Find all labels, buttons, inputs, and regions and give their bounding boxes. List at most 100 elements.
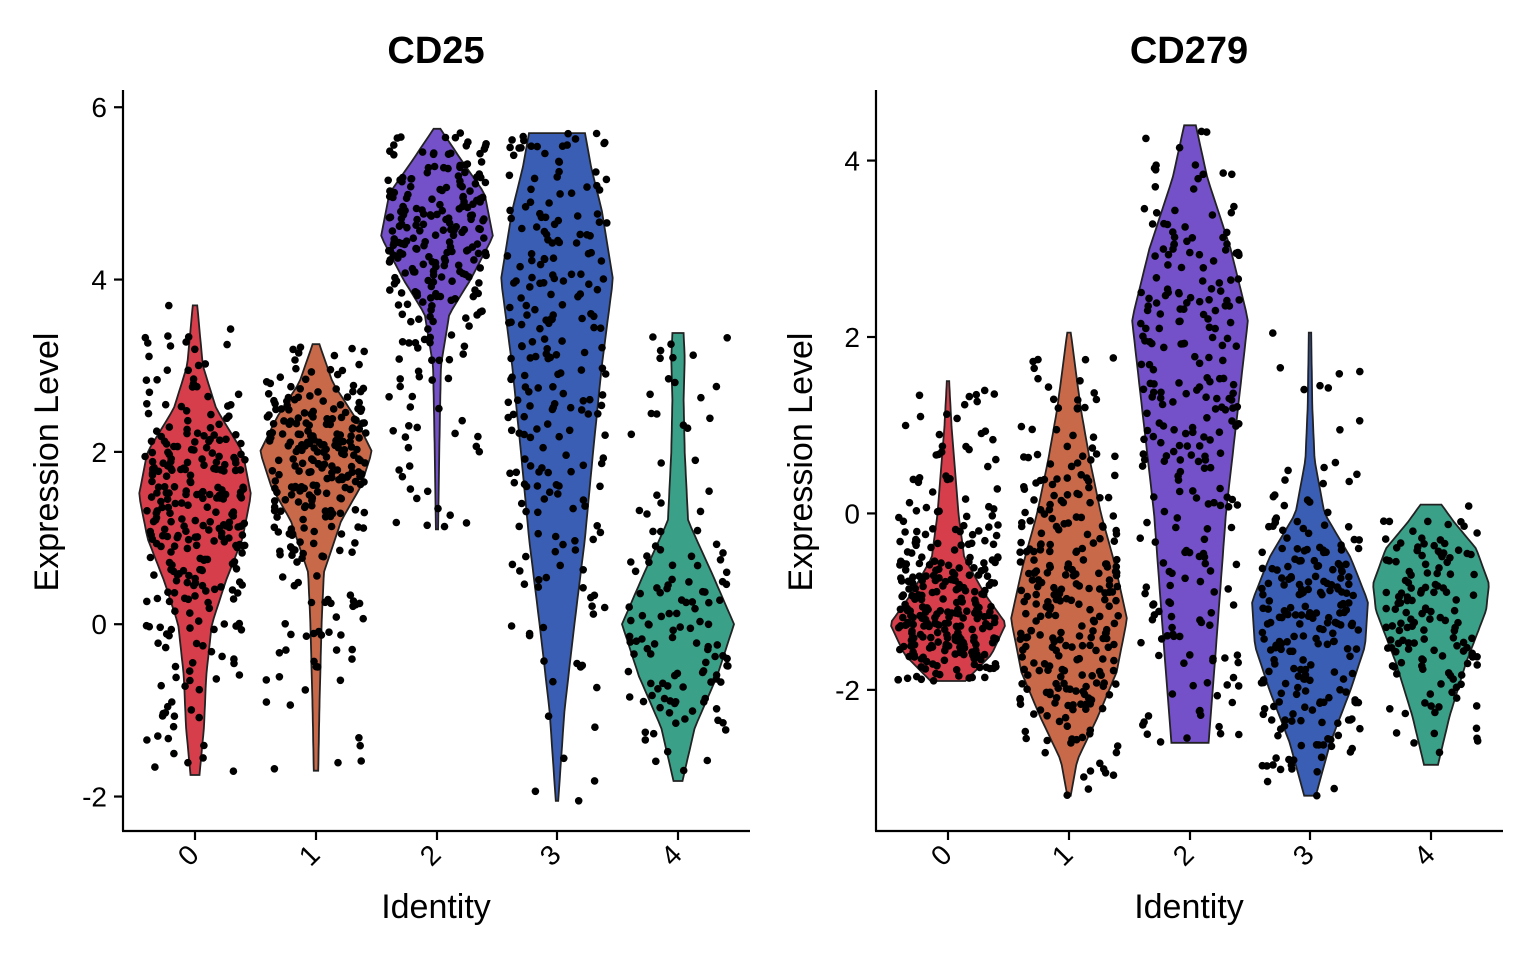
data-point [206,518,214,526]
data-point [1016,548,1024,556]
data-point [1219,169,1227,177]
data-point [178,515,186,523]
data-point [1337,541,1345,549]
data-point [1078,452,1087,461]
data-point [1079,556,1088,564]
data-point [157,497,165,506]
data-point [1026,517,1034,525]
x-axis-title: Identity [1134,888,1244,926]
data-point [347,443,356,451]
data-point [355,734,363,742]
data-point [987,578,996,587]
data-point [1108,588,1117,596]
data-point [970,633,978,642]
data-point [1346,748,1355,756]
data-point [1210,588,1218,596]
data-point [1199,264,1208,272]
data-point [1148,220,1157,228]
data-point [277,405,286,413]
data-point [656,527,665,536]
data-point [478,307,486,316]
data-point [152,539,161,548]
data-point [1171,206,1179,215]
data-point [1136,534,1144,542]
data-point [163,532,172,541]
data-point [1216,501,1225,510]
data-point [968,625,976,634]
data-point [716,556,725,564]
data-point [1215,722,1223,731]
data-point [581,502,589,510]
data-point [552,481,561,489]
data-point [215,452,223,461]
data-point [215,436,224,445]
data-point [398,338,407,346]
data-point [439,226,448,234]
data-point [1426,615,1434,623]
data-point [191,574,199,583]
data-point [1457,518,1465,526]
data-point [1149,432,1158,441]
data-point [1473,734,1481,743]
data-point [510,279,518,287]
violin-group-4 [1372,503,1490,766]
data-point [451,295,459,303]
data-point [955,564,963,572]
data-point [909,613,917,622]
data-point [1345,580,1353,589]
data-point [230,655,238,663]
data-point [1297,741,1306,750]
data-point [326,365,335,374]
data-point [241,456,249,464]
data-point [625,632,634,641]
data-point [1421,699,1429,707]
data-point [1087,633,1095,642]
data-point [1157,635,1166,643]
data-point [716,596,724,604]
data-point [645,621,653,629]
data-point [1259,590,1267,599]
data-point [427,282,436,291]
data-point [526,433,535,442]
data-point [309,413,317,421]
data-point [960,521,968,530]
data-point [636,589,644,598]
data-point [957,541,965,549]
data-point [933,539,942,548]
data-point [1395,626,1404,635]
data-point [360,347,369,356]
data-point [980,559,988,567]
data-point [1469,591,1478,599]
data-point [413,494,421,503]
data-point [1263,777,1272,786]
data-point [960,400,969,409]
data-point [560,754,568,763]
data-point [157,681,165,690]
data-point [1403,596,1412,605]
data-point [954,605,962,614]
data-point [1446,570,1455,578]
data-point [1175,317,1183,326]
data-point [183,458,192,467]
data-point [1275,698,1283,706]
data-point [992,635,1000,643]
data-point [200,461,208,470]
data-point [298,441,306,449]
data-point [1409,527,1417,535]
data-point [163,702,172,711]
data-point [1049,395,1058,404]
data-point [574,797,583,805]
data-point [1289,710,1297,718]
data-point [908,579,917,587]
data-point [975,527,983,535]
data-point [1105,602,1113,610]
data-point [177,499,186,507]
data-point [344,471,353,480]
data-point [448,277,456,286]
data-point [1301,703,1309,711]
data-point [160,525,169,534]
data-point [444,150,453,158]
data-point [355,599,364,608]
data-point [1319,625,1327,634]
data-point [1452,694,1461,702]
